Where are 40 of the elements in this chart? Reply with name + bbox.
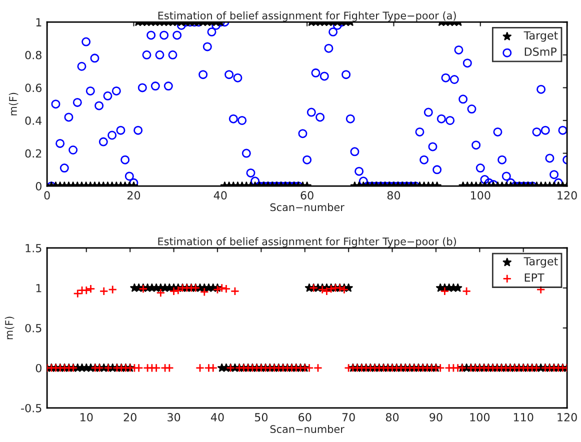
x-tick-label: 20 (124, 413, 136, 422)
x-tick-label: 60 (300, 191, 314, 200)
legend-label: EPT (524, 274, 544, 282)
x-tick-label: 60 (298, 413, 312, 422)
x-tick-label: 70 (342, 413, 355, 422)
x-tick-label: 100 (471, 191, 490, 200)
y-tick-label: 0.2 (25, 149, 42, 158)
x-tick-label: 0 (44, 191, 50, 200)
y-axis-title: m(F) (4, 316, 14, 340)
y-tick-label: -0.5 (21, 404, 42, 412)
y-tick-label: 1.5 (26, 244, 42, 252)
legend-label: DSmP (524, 47, 557, 56)
x-tick-label: 80 (387, 191, 400, 200)
chart-title: Estimation of belief assignment for Fighter Type−poor (b) (158, 237, 456, 248)
x-tick-label: 100 (470, 413, 490, 422)
x-tick-label: 40 (214, 191, 227, 200)
y-tick-label: 0.6 (25, 84, 42, 92)
y-tick-label: 0 (36, 182, 42, 190)
x-axis-title: Scan−number (270, 424, 344, 434)
y-axis-title: m(F) (8, 92, 18, 116)
legend-label: Target (524, 31, 558, 42)
x-tick-label: 80 (386, 413, 399, 422)
x-tick-label: 50 (254, 413, 268, 422)
y-tick-label: 0.8 (25, 50, 42, 60)
x-tick-label: 120 (558, 413, 577, 422)
y-tick-label: 0 (36, 364, 42, 372)
y-tick-label: 1 (36, 18, 42, 26)
x-tick-label: 90 (430, 413, 442, 422)
legend-label: Target (524, 257, 558, 268)
y-tick-label: 0.5 (25, 324, 42, 332)
x-tick-label: 110 (514, 413, 534, 422)
y-tick-label: 0.4 (25, 116, 42, 125)
x-axis-title: Scan−number (270, 203, 344, 212)
chart-title: Estimation of belief assignment for Fighter Type−poor (a) (158, 11, 456, 22)
x-tick-label: 10 (80, 413, 93, 422)
x-tick-label: 20 (127, 191, 140, 200)
x-tick-label: 120 (558, 191, 577, 200)
x-tick-label: 40 (210, 413, 224, 422)
y-tick-label: 1 (36, 284, 42, 292)
x-tick-label: 30 (168, 413, 180, 422)
